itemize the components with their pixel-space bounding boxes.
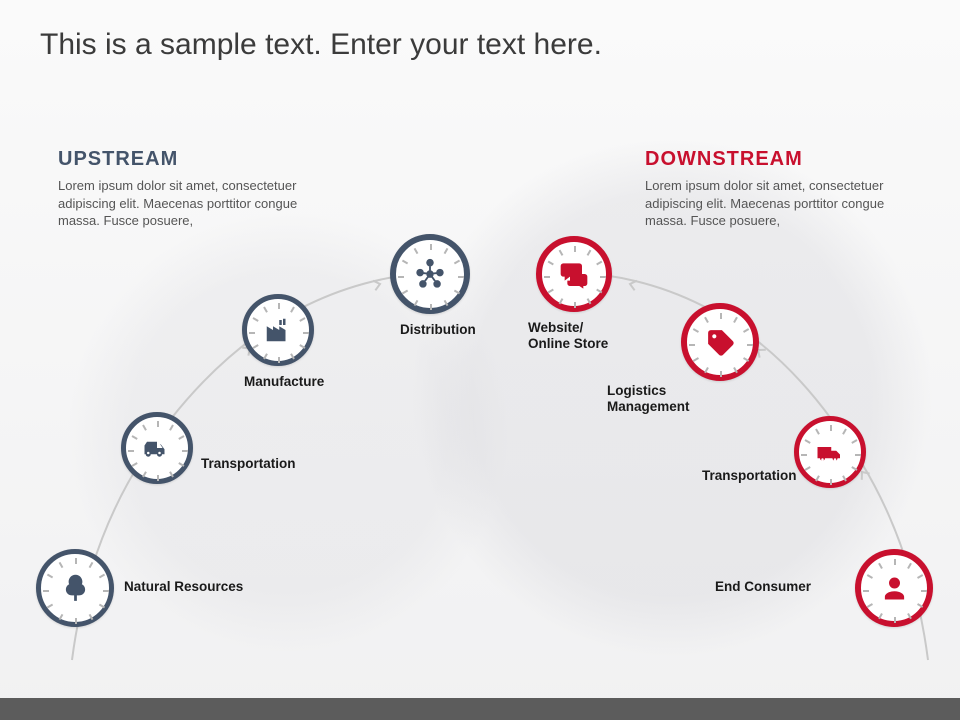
node-ring [855,549,933,627]
person-icon [878,572,911,605]
node-label: End Consumer [715,579,855,595]
node-manufacture: Manufacture [242,294,314,366]
node-logistics: Logistics Management [681,303,759,381]
network-icon [413,257,447,291]
downstream-heading: DOWNSTREAM [645,148,895,171]
background-wash [0,0,960,720]
downstream-body: Lorem ipsum dolor sit amet, consectetuer… [645,177,895,230]
node-label: Website/ Online Store [528,320,638,351]
node-ring [390,234,470,314]
node-distribution: Distribution [390,234,470,314]
van-icon [815,437,845,467]
node-transportation-dn: Transportation [794,416,866,488]
node-ring [36,549,114,627]
node-ring [681,303,759,381]
page-title: This is a sample text. Enter your text h… [40,28,602,62]
node-ring [536,236,612,312]
tag-icon [704,326,737,359]
node-end-consumer: End Consumer [855,549,933,627]
node-transportation-up: Transportation [121,412,193,484]
tree-icon [59,572,92,605]
factory-icon [263,315,293,345]
node-ring [242,294,314,366]
upstream-section: UPSTREAM Lorem ipsum dolor sit amet, con… [58,148,308,230]
node-label: Transportation [702,468,842,484]
footer-bar [0,698,960,720]
node-label: Natural Resources [124,579,284,595]
node-website: Website/ Online Store [536,236,612,312]
chat-icon [558,258,590,290]
node-natural-resources: Natural Resources [36,549,114,627]
node-label: Logistics Management [607,383,727,414]
dumptruck-icon [142,433,172,463]
upstream-body: Lorem ipsum dolor sit amet, consectetuer… [58,177,308,230]
node-label: Transportation [201,456,341,472]
node-label: Manufacture [244,374,384,390]
node-label: Distribution [400,322,520,338]
upstream-heading: UPSTREAM [58,148,308,171]
node-ring [121,412,193,484]
downstream-section: DOWNSTREAM Lorem ipsum dolor sit amet, c… [645,148,895,230]
